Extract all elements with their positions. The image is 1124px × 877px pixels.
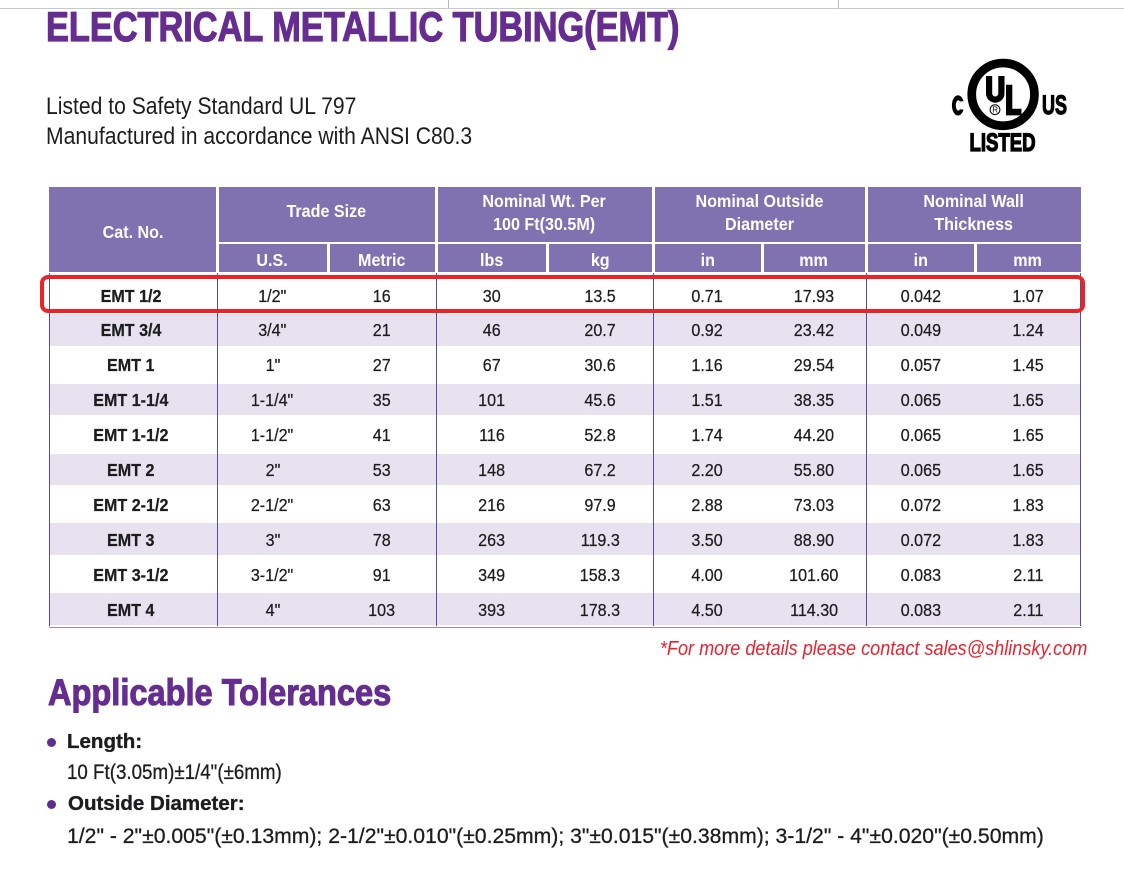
svg-text:R: R <box>992 106 998 115</box>
svg-text:LISTED: LISTED <box>970 130 1036 157</box>
svg-text:US: US <box>1042 90 1067 120</box>
